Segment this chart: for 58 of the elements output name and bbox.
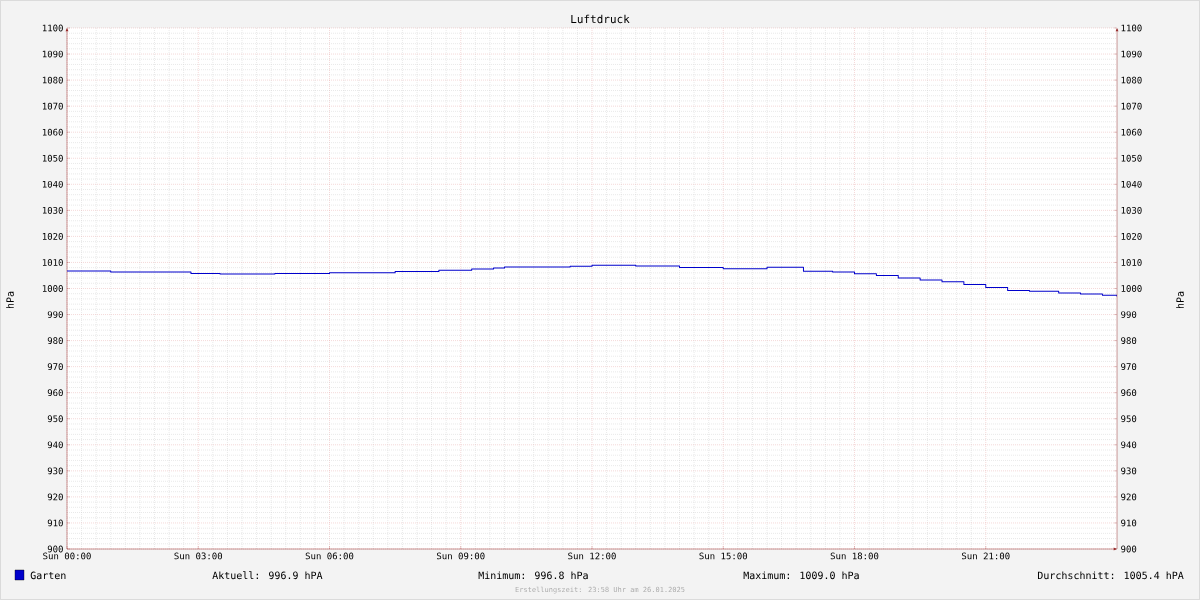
y-tick-label: 910 xyxy=(47,519,63,527)
y2-tick-label: 980 xyxy=(1121,337,1137,344)
y-tick-label: 950 xyxy=(47,415,63,423)
text: Durchschnitt: 1005.4 hPA xyxy=(1037,571,1184,580)
y2-tick-label: 1010 xyxy=(1121,259,1142,266)
y2-tick-label: 1040 xyxy=(1121,180,1142,188)
y2-axis-title: hPa xyxy=(1176,291,1184,309)
y2-tick-label: 930 xyxy=(1121,467,1137,475)
legend-label: Garten xyxy=(30,571,66,580)
y2-tick-label: 970 xyxy=(1121,363,1137,371)
text: Aktuell: 996.9 hPA xyxy=(212,571,323,580)
x-tick-label: Sun 21:00 xyxy=(961,552,1010,560)
y-tick-label: 960 xyxy=(47,389,63,397)
x-tick-label: Sun 06:00 xyxy=(305,552,354,560)
y2-tick-label: 1060 xyxy=(1121,128,1142,136)
y-axis-title: hPa xyxy=(6,291,14,309)
y2-tick-label: 1000 xyxy=(1121,285,1142,292)
y2-tick-label: 920 xyxy=(1121,493,1137,501)
y2-tick-label: 1070 xyxy=(1121,102,1142,110)
text: Minimum: 996.8 hPa xyxy=(478,571,588,580)
x-tick-label: Sun 00:00 xyxy=(43,552,91,560)
y-tick-label: 1010 xyxy=(42,259,63,266)
y2-tick-label: 1090 xyxy=(1121,50,1142,58)
y-tick-label: 1020 xyxy=(42,232,63,240)
y2-tick-label: 1100 xyxy=(1121,24,1142,32)
y2-tick-label: 950 xyxy=(1121,415,1137,423)
x-tick-label: Sun 18:00 xyxy=(830,552,879,560)
chart-title: Luftdruck xyxy=(571,14,630,24)
y-tick-label: 1080 xyxy=(42,76,63,84)
y-tick-label: 920 xyxy=(47,493,63,501)
x-tick-label: Sun 09:00 xyxy=(436,552,485,560)
x-tick-label: Sun 12:00 xyxy=(568,552,616,560)
y2-tick-label: 990 xyxy=(1121,311,1137,318)
y2-tick-label: 910 xyxy=(1121,519,1137,527)
y-tick-label: 900 xyxy=(47,545,63,553)
text: Maximum: 1009.0 hPa xyxy=(743,571,859,580)
y-tick-label: 980 xyxy=(47,337,63,344)
y-tick-label: 1000 xyxy=(42,285,63,292)
y-tick-label: 1070 xyxy=(42,102,63,110)
y2-tick-label: 960 xyxy=(1121,389,1137,397)
y-tick-label: 1030 xyxy=(42,206,63,214)
y-tick-label: 930 xyxy=(47,467,63,475)
y-tick-label: 1050 xyxy=(42,154,63,162)
x-tick-label: Sun 03:00 xyxy=(174,552,223,560)
y-tick-label: 990 xyxy=(47,311,63,318)
y-tick-label: 1060 xyxy=(42,128,63,136)
y-tick-label: 1100 xyxy=(42,24,63,32)
y-tick-label: 1090 xyxy=(42,50,63,58)
y-tick-label: 940 xyxy=(47,441,63,449)
x-tick-label: Sun 15:00 xyxy=(699,552,748,560)
y2-tick-label: 1050 xyxy=(1121,154,1142,162)
y2-tick-label: 1020 xyxy=(1121,232,1142,240)
y2-tick-label: 1080 xyxy=(1121,76,1142,84)
y-tick-label: 970 xyxy=(47,363,63,371)
y2-tick-label: 940 xyxy=(1121,441,1137,449)
y-tick-label: 1040 xyxy=(42,180,63,188)
y2-tick-label: 1030 xyxy=(1121,206,1142,214)
y2-tick-label: 900 xyxy=(1121,545,1137,553)
